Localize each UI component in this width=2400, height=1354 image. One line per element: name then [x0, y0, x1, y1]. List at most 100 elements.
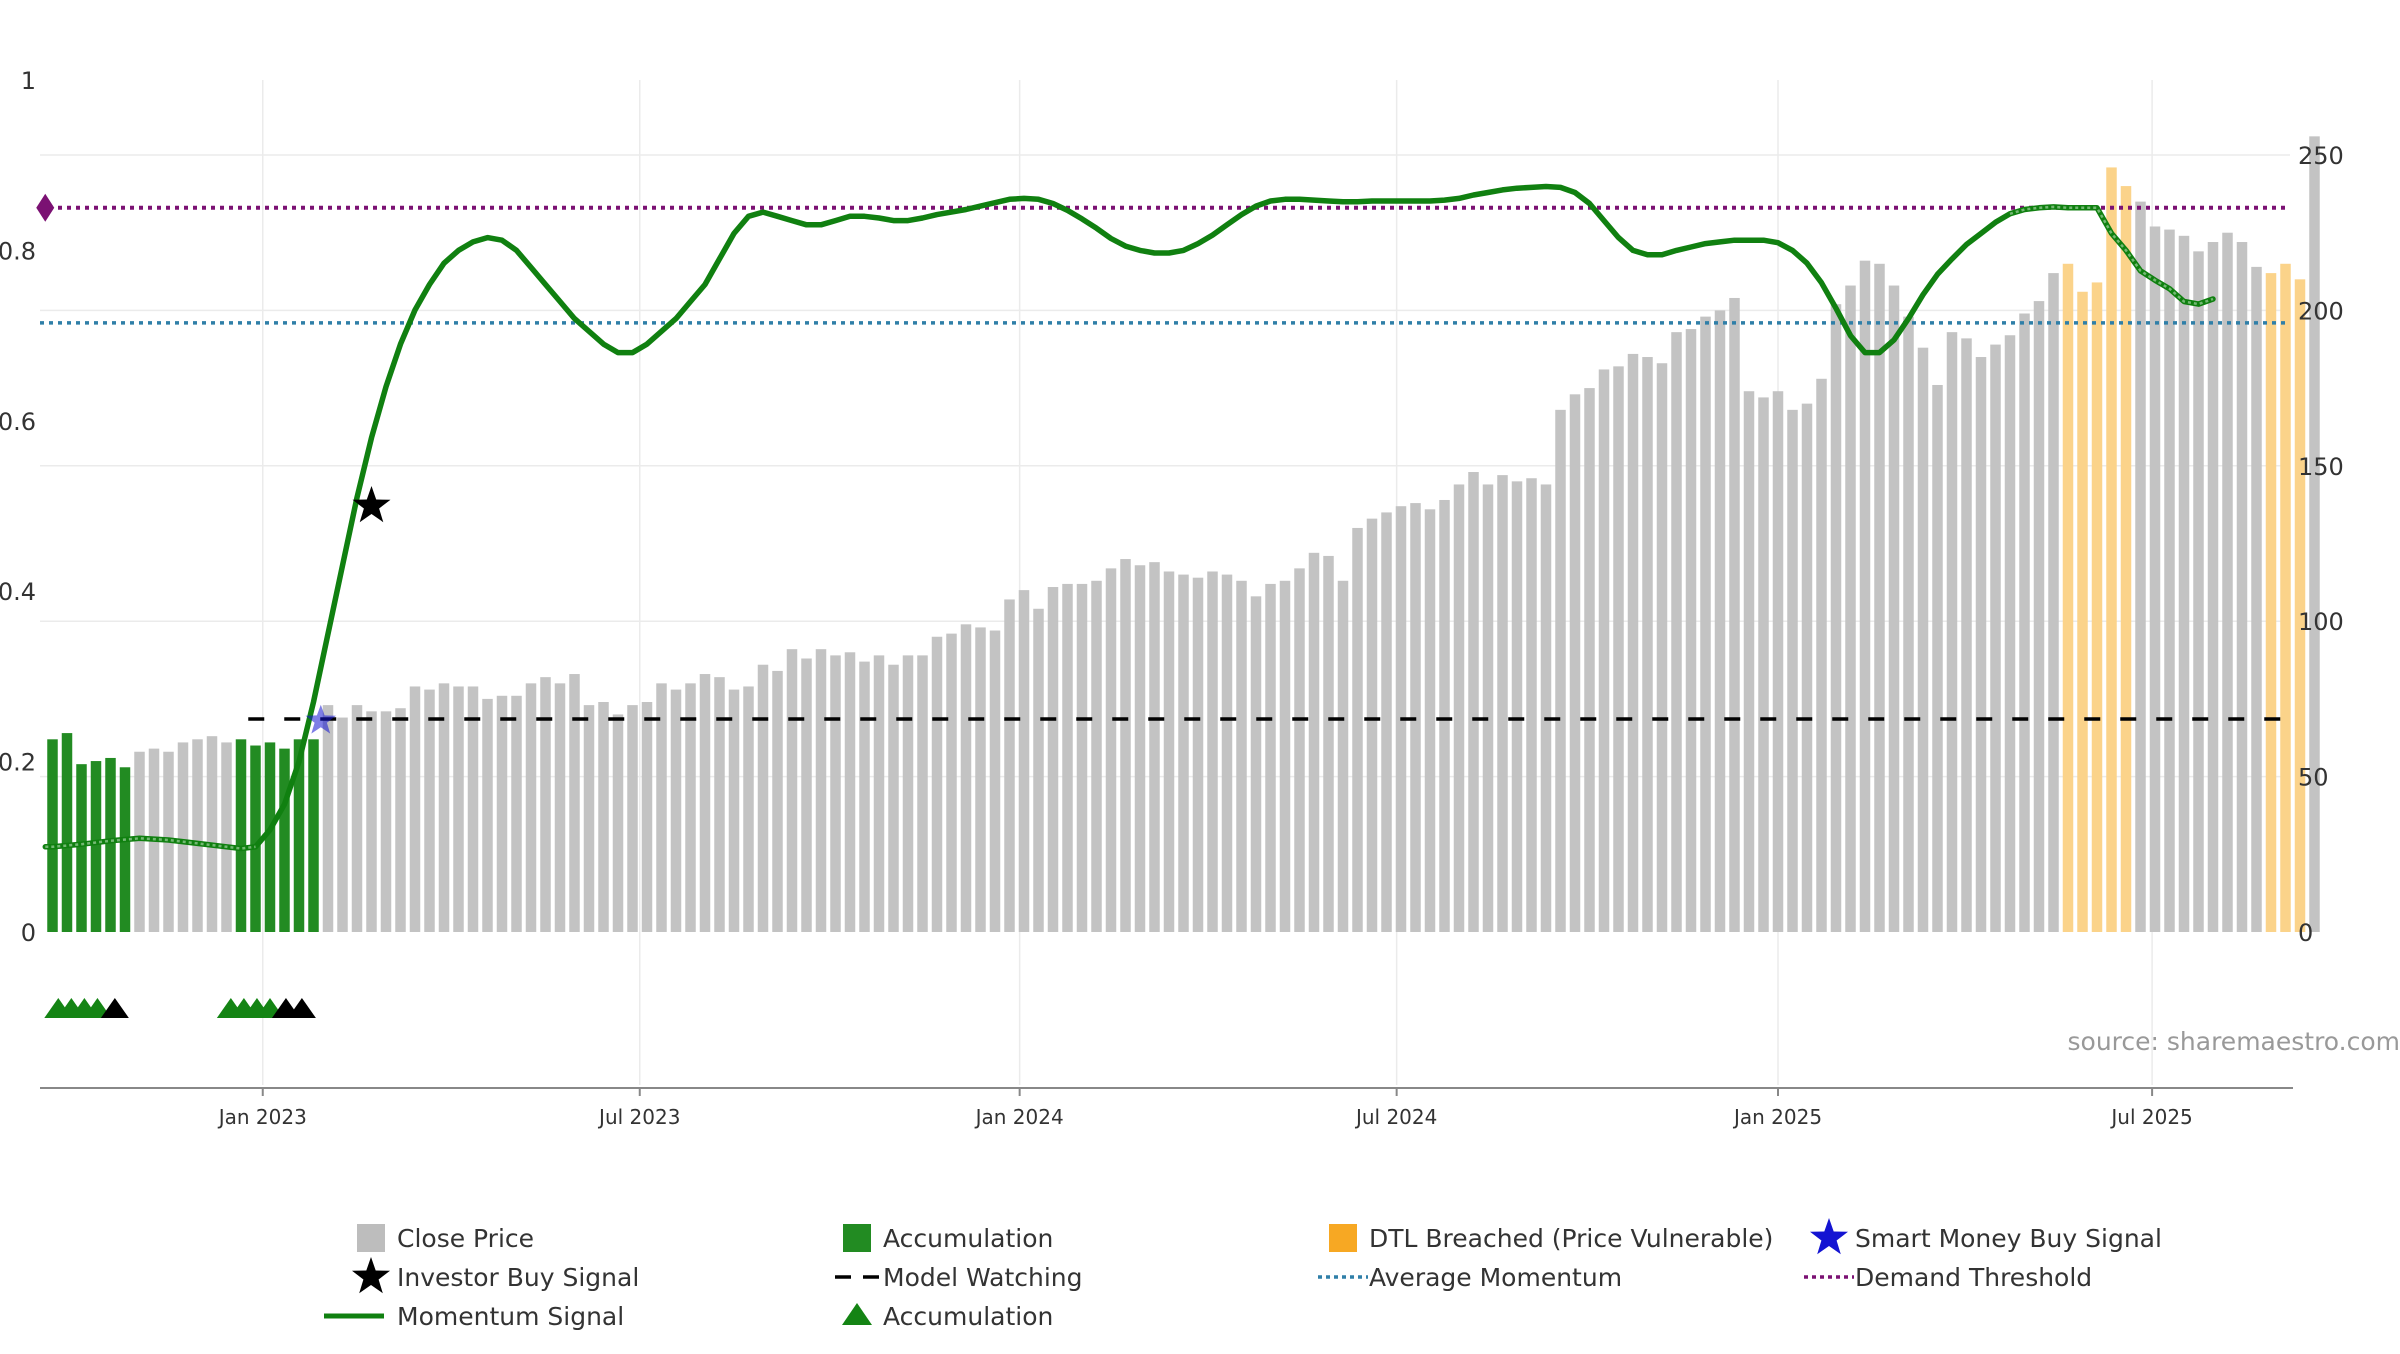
- signal-markers: [36, 194, 390, 734]
- close-price-bar: [1889, 286, 1900, 932]
- accumulation-triangle: [101, 998, 129, 1018]
- close-price-bar: [2135, 202, 2146, 932]
- close-price-bar: [1715, 310, 1726, 932]
- close-price-bar: [221, 742, 232, 932]
- close-price-bar: [526, 683, 537, 932]
- close-price-bar: [395, 708, 406, 932]
- close-price-bar: [2222, 233, 2233, 932]
- accumulation-bar: [62, 733, 73, 932]
- close-price-bar: [1149, 562, 1160, 932]
- close-price-bar: [888, 665, 899, 932]
- close-price-bar: [410, 686, 421, 932]
- dtl-breached-bar: [2092, 282, 2103, 932]
- close-price-bar: [323, 705, 334, 932]
- close-price-bar: [207, 736, 218, 932]
- close-price-bar: [1251, 596, 1262, 932]
- accumulation-bar: [120, 767, 131, 932]
- close-price-bar: [961, 624, 972, 932]
- close-price-bar: [642, 702, 653, 932]
- legend-label: Average Momentum: [1369, 1263, 1622, 1292]
- accumulation-triangles: [44, 998, 316, 1018]
- legend-item: Model Watching: [835, 1263, 1083, 1292]
- close-price-bar: [1990, 345, 2001, 932]
- close-price-bar: [743, 686, 754, 932]
- close-price-bar: [1178, 575, 1189, 932]
- close-price-bar: [2005, 335, 2016, 932]
- close-price-bar: [1918, 348, 1929, 932]
- close-price-bar: [337, 718, 348, 932]
- close-price-bar: [1019, 590, 1030, 932]
- close-price-bar: [2251, 267, 2262, 932]
- close-price-bar: [1033, 609, 1044, 932]
- right-axis-tick-label: 250: [2298, 142, 2344, 170]
- close-price-bar: [932, 637, 943, 932]
- close-price-bar: [1497, 475, 1508, 932]
- close-price-bar: [1758, 397, 1769, 932]
- left-axis-tick-label: 0.2: [0, 749, 36, 777]
- legend-label: Momentum Signal: [397, 1302, 624, 1331]
- accumulation-bar: [91, 761, 102, 932]
- legend-square-swatch: [357, 1224, 385, 1252]
- close-price-bar: [1802, 404, 1813, 932]
- close-price-bar: [482, 699, 493, 932]
- close-price-bar: [1541, 484, 1552, 932]
- close-price-bar: [1048, 587, 1059, 932]
- legend-label: Model Watching: [883, 1263, 1083, 1292]
- accumulation-bar: [279, 749, 290, 932]
- legend-label: DTL Breached (Price Vulnerable): [1369, 1224, 1773, 1253]
- x-axis-tick-label: Jan 2025: [1732, 1105, 1822, 1129]
- close-price-bar: [178, 742, 189, 932]
- close-price-bar: [1671, 332, 1682, 932]
- close-price-bar: [1193, 578, 1204, 932]
- dtl-breached-bar: [2266, 273, 2277, 932]
- accumulation-bar: [47, 739, 58, 932]
- close-price-bar: [1294, 568, 1305, 932]
- close-price-bar: [1642, 357, 1653, 932]
- close-price-bar: [801, 658, 812, 932]
- legend-item: Smart Money Buy Signal: [1810, 1218, 2162, 1254]
- legend-item: DTL Breached (Price Vulnerable): [1329, 1224, 1773, 1253]
- close-price-bar: [1816, 379, 1827, 932]
- close-price-bar: [453, 686, 464, 932]
- close-price-bar: [1932, 385, 1943, 932]
- close-price-bar: [2237, 242, 2248, 932]
- close-price-bar: [627, 705, 638, 932]
- close-price-bar: [2034, 301, 2045, 932]
- dtl-breached-bar: [2106, 167, 2117, 932]
- x-axis-tick-label: Jan 2024: [974, 1105, 1064, 1129]
- close-price-bar: [569, 674, 580, 932]
- accumulation-bar: [308, 739, 319, 932]
- close-price-bar: [381, 711, 392, 932]
- close-price-bar: [1512, 481, 1523, 932]
- close-price-bar: [1352, 528, 1363, 932]
- close-price-bar: [1686, 329, 1697, 932]
- close-price-bar: [1265, 584, 1276, 932]
- close-price-bar: [613, 714, 624, 932]
- accumulation-bar: [236, 739, 247, 932]
- close-price-bar: [1309, 553, 1320, 932]
- close-price-bar: [714, 677, 725, 932]
- legend-label: Demand Threshold: [1855, 1263, 2092, 1292]
- close-price-bar: [2048, 273, 2059, 932]
- close-price-bar: [1555, 410, 1566, 932]
- left-axis-tick-label: 0.4: [0, 578, 36, 606]
- price-bars: [47, 136, 2320, 932]
- close-price-bar: [1222, 575, 1233, 932]
- close-price-bar: [845, 652, 856, 932]
- close-price-bar: [424, 690, 435, 932]
- dtl-breached-bar: [2295, 279, 2306, 932]
- close-price-bar: [1236, 581, 1247, 932]
- close-price-bar: [352, 705, 363, 932]
- close-price-bar: [1599, 369, 1610, 932]
- right-axis-tick-label: 150: [2298, 453, 2344, 481]
- close-price-bar: [2150, 226, 2161, 932]
- close-price-bar: [511, 696, 522, 932]
- close-price-bar: [1439, 500, 1450, 932]
- close-price-bar: [1135, 565, 1146, 932]
- close-price-bar: [1106, 568, 1117, 932]
- close-price-bar: [1483, 484, 1494, 932]
- close-price-bar: [787, 649, 798, 932]
